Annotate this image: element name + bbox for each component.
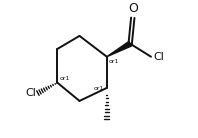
Text: Cl: Cl: [25, 88, 36, 98]
Text: Cl: Cl: [153, 52, 164, 62]
Text: or1: or1: [109, 59, 119, 64]
Text: or1: or1: [59, 76, 70, 81]
Polygon shape: [107, 41, 131, 57]
Text: or1: or1: [93, 86, 104, 91]
Text: O: O: [128, 2, 138, 15]
